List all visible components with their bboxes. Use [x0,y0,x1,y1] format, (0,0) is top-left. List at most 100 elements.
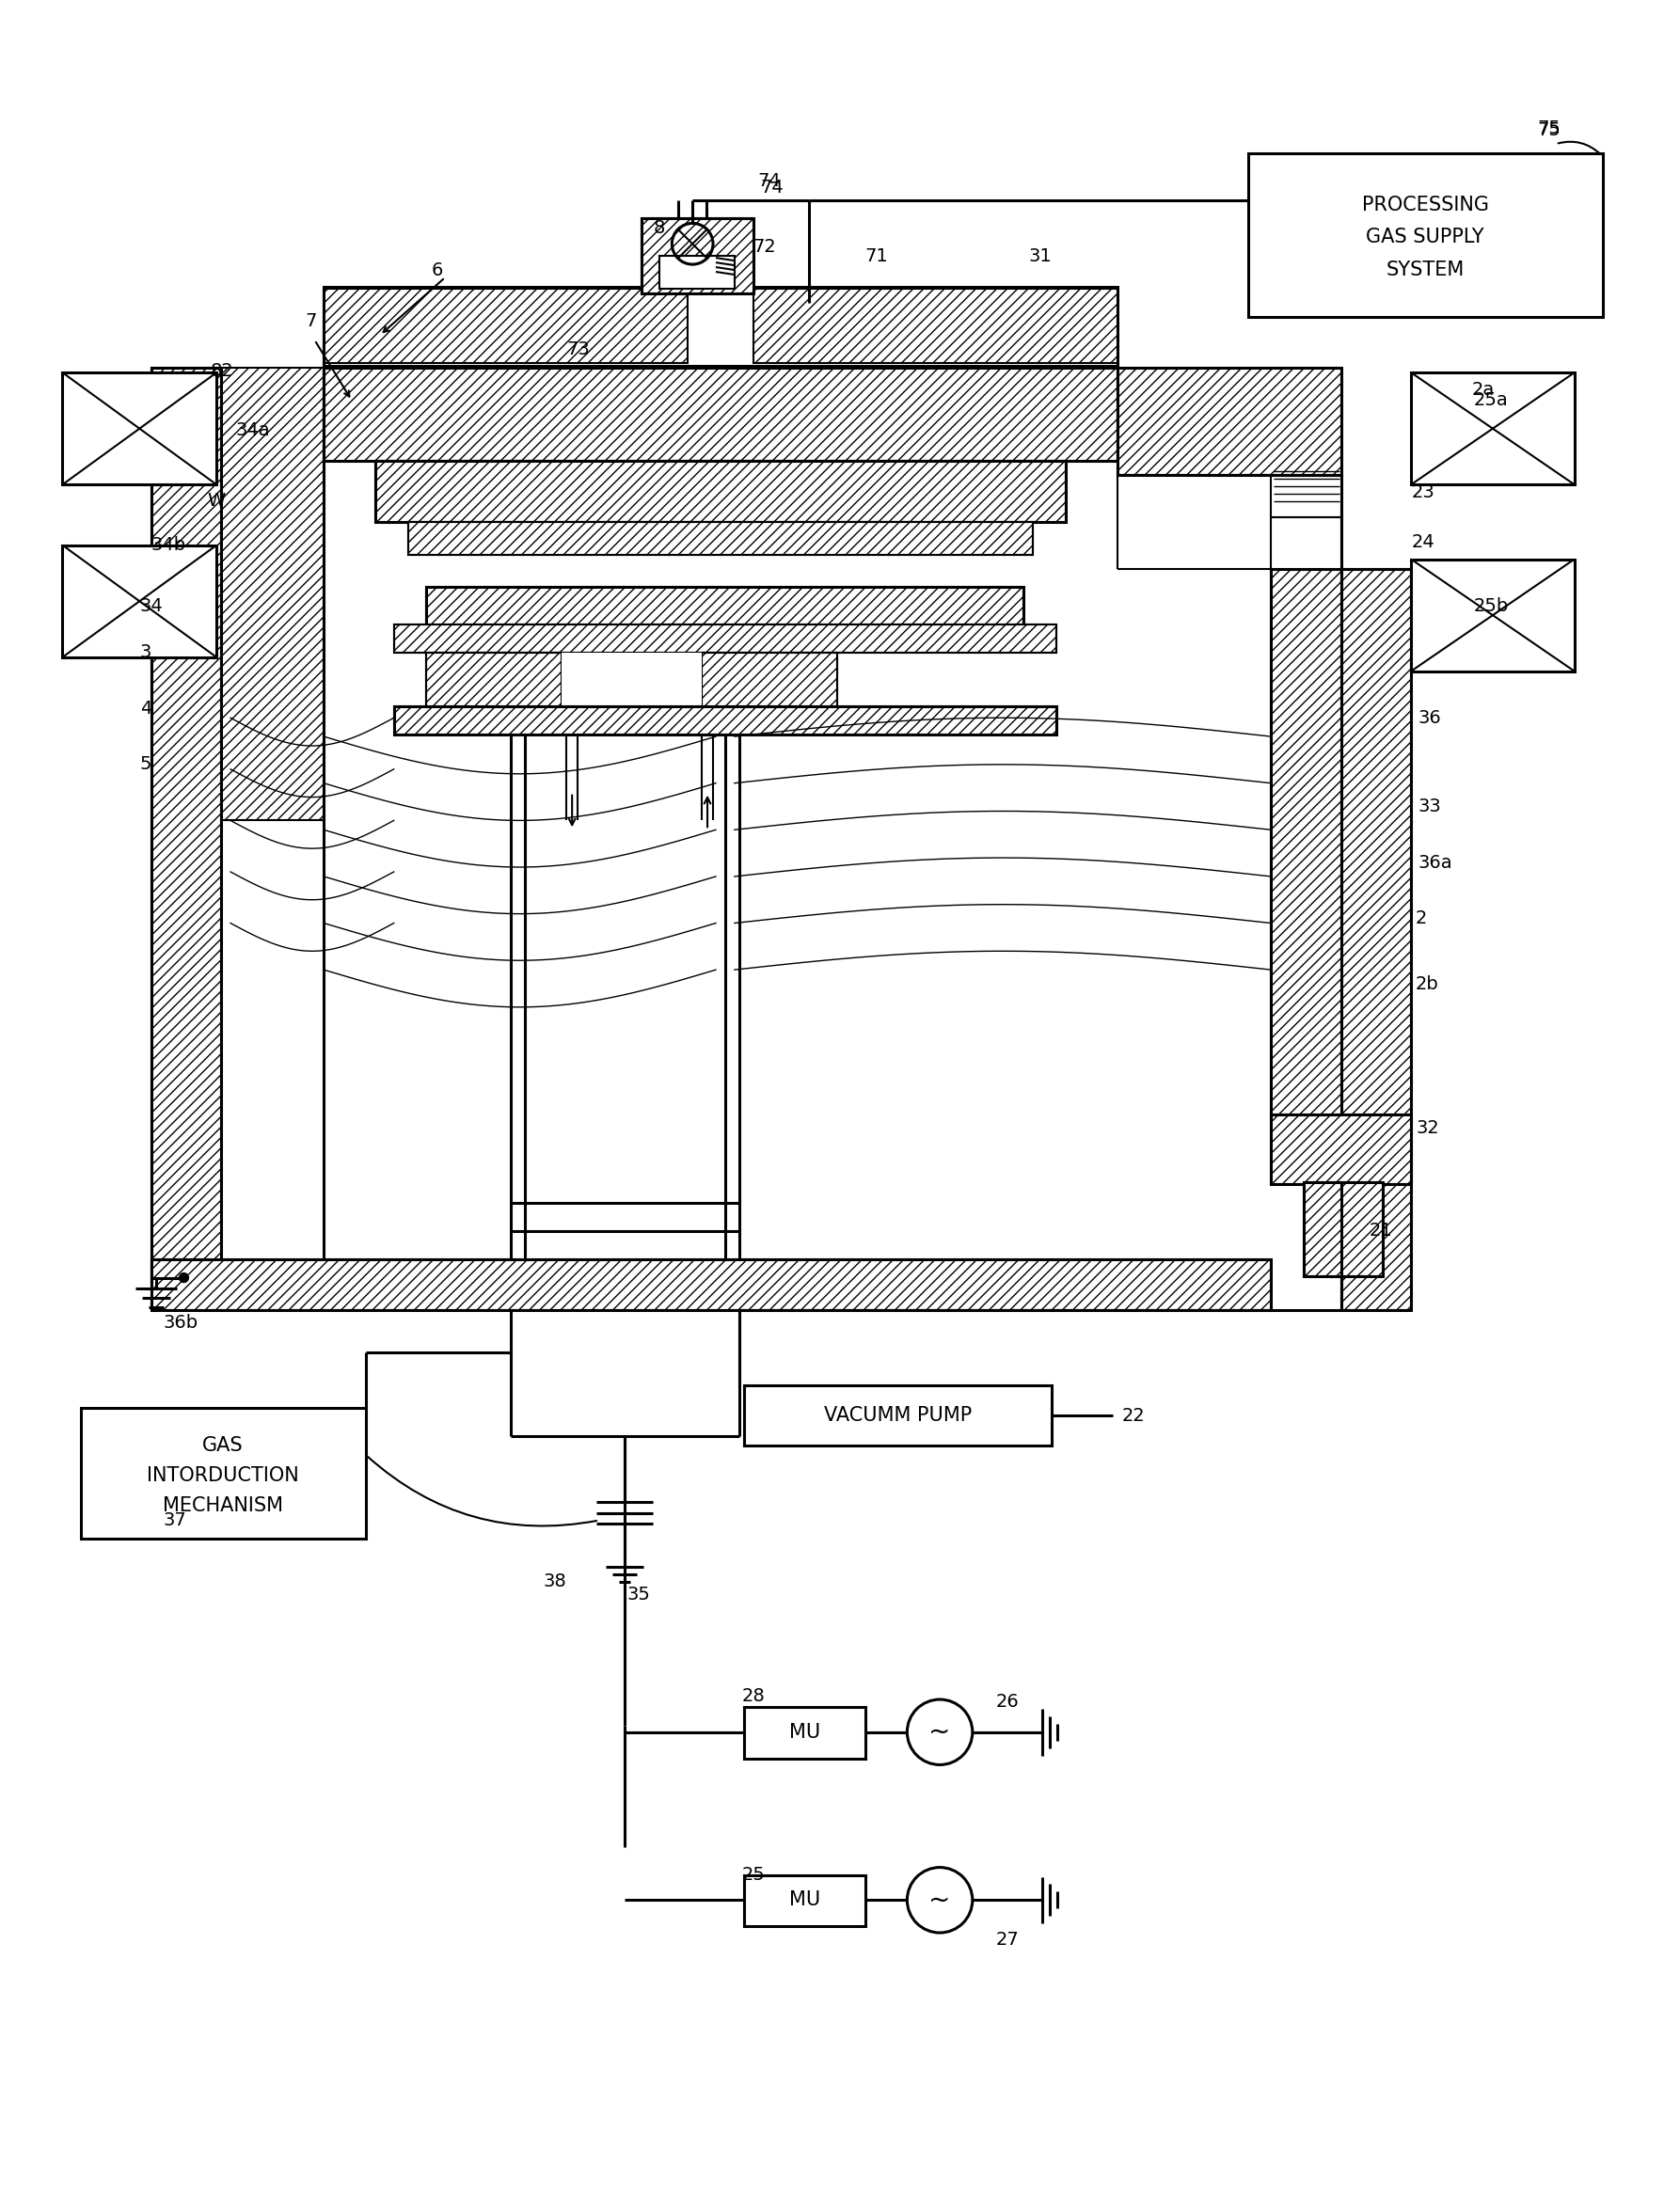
Text: 24: 24 [1411,533,1434,551]
Bar [744,1385,1052,1447]
Bar [1271,1115,1411,1183]
Text: 75: 75 [1538,122,1561,139]
Bar [1271,467,1341,518]
Text: 34a: 34a [235,422,270,440]
Bar [63,372,216,484]
Text: 74: 74 [760,179,784,197]
Bar [1305,1183,1383,1276]
Bar [1271,568,1341,1115]
Bar [426,586,1023,628]
Text: VACUMM PUMP: VACUMM PUMP [824,1407,972,1425]
Bar [151,367,221,1283]
Bar [374,462,1065,522]
Text: 75: 75 [1538,119,1561,137]
Bar [82,1409,366,1540]
Bar [394,706,1057,734]
Text: 31: 31 [1028,248,1052,265]
Text: 36b: 36b [163,1314,198,1332]
Text: 25: 25 [742,1867,765,1885]
Text: 32: 32 [1416,1119,1439,1137]
Bar [702,653,837,708]
Text: W: W [208,491,225,509]
Text: 7: 7 [305,312,316,330]
Text: 35: 35 [627,1586,651,1604]
Text: 25b: 25b [1474,597,1509,615]
Bar [374,462,1065,522]
Text: 25a: 25a [1474,392,1508,409]
Bar [1117,367,1341,476]
Bar [1271,518,1341,568]
Bar [562,653,702,708]
Text: 34b: 34b [151,535,186,555]
Text: SYSTEM: SYSTEM [1386,261,1464,279]
Text: 28: 28 [742,1688,765,1705]
Bar [63,544,216,657]
Bar [151,367,221,1283]
Text: 37: 37 [163,1511,186,1528]
Bar [394,706,1057,734]
Bar [744,1708,865,1759]
Bar [394,624,1057,653]
Bar [324,288,1117,365]
Text: 2: 2 [1416,909,1428,927]
Text: 21: 21 [1369,1221,1393,1241]
Bar [408,522,1033,555]
Text: 38: 38 [542,1573,566,1590]
Text: 34: 34 [140,597,163,615]
Circle shape [180,1274,188,1283]
Bar [324,367,1117,462]
Text: 82: 82 [210,363,233,380]
Bar [324,367,1117,462]
Bar [1271,568,1341,1115]
Text: MU: MU [789,1891,820,1909]
Text: 71: 71 [865,248,889,265]
Text: MECHANISM: MECHANISM [163,1495,283,1515]
Text: ~: ~ [929,1719,950,1745]
Text: 2b: 2b [1416,975,1439,993]
Text: ~: ~ [929,1887,950,1913]
Text: 22: 22 [1122,1407,1145,1425]
Bar [426,653,562,708]
Bar [408,522,1033,555]
Text: 73: 73 [566,341,589,358]
Text: INTORDUCTION: INTORDUCTION [146,1467,300,1484]
Text: 27: 27 [995,1931,1018,1949]
Text: 36: 36 [1418,708,1441,728]
Text: 36a: 36a [1418,854,1453,872]
Text: 74: 74 [757,173,780,190]
Bar [1341,568,1411,1310]
Bar [641,219,754,294]
Text: MU: MU [789,1723,820,1741]
Bar [426,586,1023,628]
Bar [1271,1115,1411,1183]
Text: 26: 26 [995,1694,1018,1712]
Bar [641,219,754,294]
Text: 8: 8 [654,219,666,237]
Text: 4: 4 [140,699,151,717]
Text: 2a: 2a [1471,380,1494,398]
Text: 72: 72 [754,237,777,257]
Bar [1117,367,1341,476]
Text: 23: 23 [1411,482,1434,500]
Bar [661,257,734,288]
Text: 5: 5 [140,757,151,774]
Text: GAS: GAS [203,1436,243,1455]
Text: 3: 3 [140,644,151,661]
Bar [324,288,687,363]
Bar [744,1876,865,1927]
Bar [1341,568,1411,1310]
Text: 6: 6 [431,261,443,279]
Bar [1248,153,1602,316]
Bar [394,624,1057,653]
Bar [1411,372,1574,484]
Text: 33: 33 [1418,799,1441,816]
Bar [1305,1183,1383,1276]
Bar [151,1259,1271,1310]
Text: PROCESSING: PROCESSING [1361,195,1489,215]
Bar [216,367,324,821]
Bar [426,653,562,708]
Bar [1411,560,1574,670]
Bar [151,1259,1271,1310]
Text: GAS SUPPLY: GAS SUPPLY [1366,228,1484,248]
Bar [754,288,1117,363]
